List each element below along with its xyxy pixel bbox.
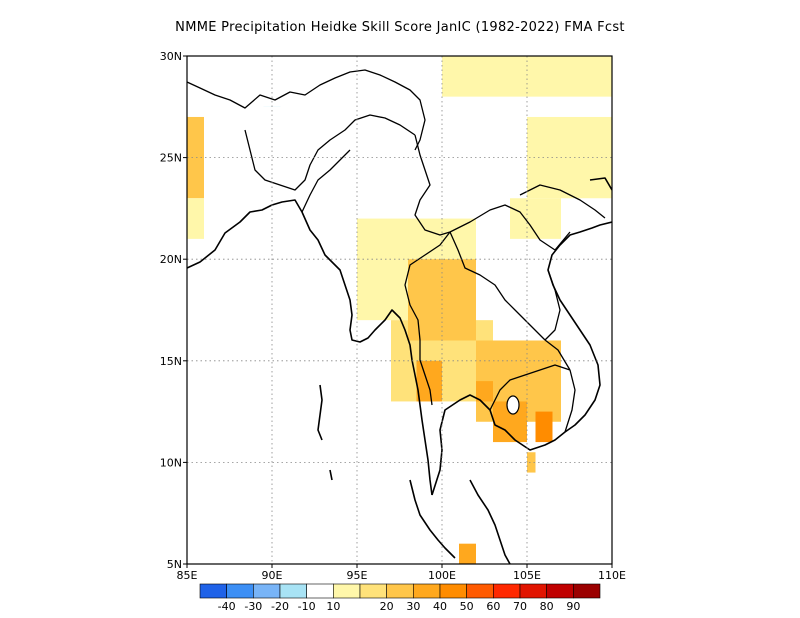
colorbar xyxy=(199,583,601,599)
grid-lines xyxy=(187,56,612,564)
colorbar-swatch-6 xyxy=(359,583,387,599)
x-tick-label-90: 90E xyxy=(262,569,283,582)
y-tick-label-10: 10N xyxy=(160,456,182,469)
colorbar-swatch-3 xyxy=(279,583,307,599)
colorbar-labels: -40 -30 -20 -10 10 20 30 40 50 60 70 80 90 xyxy=(218,600,581,613)
colorbar-label-7: 40 xyxy=(433,600,447,613)
x-tick-label-95: 95E xyxy=(347,569,368,582)
colorbar-swatch-5 xyxy=(333,583,361,599)
country-borders xyxy=(187,69,606,433)
colorbar-label-9: 60 xyxy=(486,600,500,613)
colorbar-label-6: 30 xyxy=(406,600,420,613)
heatmap-fills xyxy=(187,56,612,564)
skill-region-5 xyxy=(348,96,374,117)
skill-region-3 xyxy=(255,106,289,138)
skill-region-14 xyxy=(416,360,442,402)
coastlines xyxy=(187,177,612,564)
border-myanmar-china xyxy=(414,134,451,236)
y-tick-label-5: 5N xyxy=(167,558,182,571)
colorbar-label-4: 10 xyxy=(326,600,340,613)
x-tick-label-85: 85E xyxy=(177,569,198,582)
skill-region-0 xyxy=(187,116,204,199)
x-tick-label-110: 110E xyxy=(598,569,626,582)
colorbar-swatch-2 xyxy=(253,583,281,599)
x-tick-label-100: 100E xyxy=(428,569,456,582)
colorbar-swatch-4 xyxy=(306,583,334,599)
plot-frame xyxy=(186,55,613,565)
coastline-malay-east xyxy=(469,479,511,564)
skill-region-19 xyxy=(459,543,476,564)
colorbar-label-8: 50 xyxy=(460,600,474,613)
skill-region-6 xyxy=(374,137,391,168)
coastline-malay-west xyxy=(409,479,456,559)
coastline-gulf-thailand xyxy=(431,221,612,496)
colorbar-swatch-11 xyxy=(493,583,521,599)
hainan-coast xyxy=(589,177,612,191)
x-tick-label-105: 105E xyxy=(513,569,541,582)
y-axis-ticks: 5N 10N 15N 20N 25N 30N xyxy=(160,50,187,571)
coastline-bay-of-bengal-north xyxy=(187,199,433,496)
colorbar-label-12: 90 xyxy=(566,600,580,613)
tonle-sap-lake xyxy=(506,395,520,415)
colorbar-swatch-1 xyxy=(226,583,254,599)
colorbar-label-2: -20 xyxy=(271,600,289,613)
andaman-islands xyxy=(317,384,323,441)
skill-region-7 xyxy=(442,56,612,97)
colorbar-label-5: 20 xyxy=(380,600,394,613)
y-tick-label-20: 20N xyxy=(160,253,182,266)
colorbar-label-3: -10 xyxy=(298,600,316,613)
skill-region-16 xyxy=(476,381,493,402)
colorbar-swatch-14 xyxy=(573,583,601,599)
y-tick-label-15: 15N xyxy=(160,355,182,368)
colorbar-swatch-0 xyxy=(199,583,227,599)
skill-region-1 xyxy=(187,198,204,239)
border-myanmar-west xyxy=(301,149,351,213)
map-title: NMME Precipitation Heidke Skill Score Ja… xyxy=(175,20,625,35)
colorbar-swatch-9 xyxy=(439,583,467,599)
border-laos-china-vietnam xyxy=(449,204,571,251)
border-cambodia-vietnam xyxy=(564,369,576,433)
y-tick-label-30: 30N xyxy=(160,50,182,63)
border-laos-vietnam xyxy=(544,269,561,341)
colorbar-swatch-8 xyxy=(413,583,441,599)
colorbar-swatch-13 xyxy=(546,583,574,599)
colorbar-swatch-10 xyxy=(466,583,494,599)
colorbar-swatch-12 xyxy=(519,583,547,599)
border-himalaya xyxy=(187,69,426,151)
border-thailand-cambodia xyxy=(489,364,571,411)
nicobar-islands xyxy=(329,469,333,481)
colorbar-swatch-7 xyxy=(386,583,414,599)
colorbar-label-10: 70 xyxy=(513,600,527,613)
skill-region-17 xyxy=(535,411,553,443)
colorbar-label-1: -30 xyxy=(244,600,262,613)
colorbar-label-0: -40 xyxy=(218,600,236,613)
x-axis-ticks: 85E 90E 95E 100E 105E 110E xyxy=(177,564,626,582)
border-china-vietnam xyxy=(519,184,606,219)
y-tick-label-25: 25N xyxy=(160,152,182,165)
border-laos-cambodia xyxy=(544,339,571,371)
skill-region-18 xyxy=(527,452,536,473)
colorbar-label-11: 80 xyxy=(540,600,554,613)
border-myanmar-thailand xyxy=(404,231,451,406)
